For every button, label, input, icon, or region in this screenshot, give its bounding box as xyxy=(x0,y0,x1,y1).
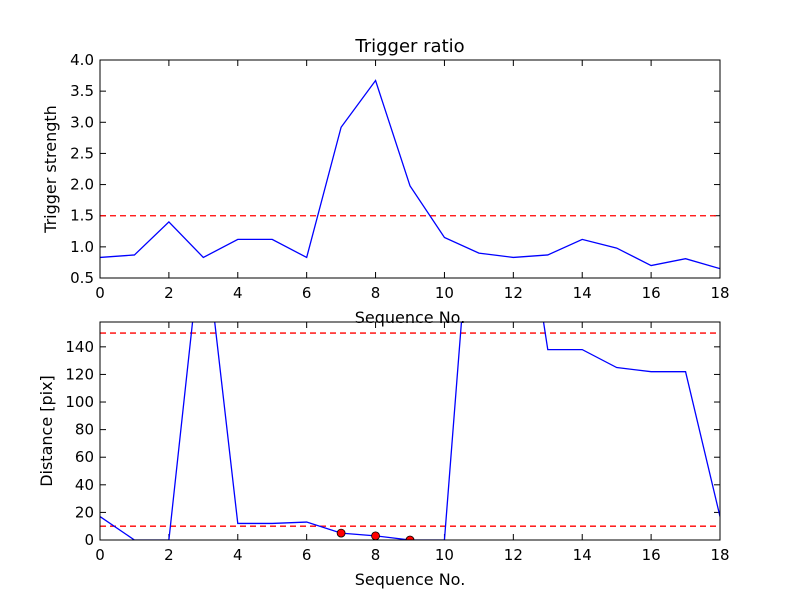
y-tick-label: 140 xyxy=(65,338,94,356)
bottom-ticks: 0 2 4 6 8 10 12 14 16 18 0 20 40 60 80 100 120 140 xyxy=(65,322,730,564)
top-plot-area xyxy=(100,79,720,270)
bottom-threshold-lines xyxy=(100,332,720,527)
bottom-panel: Distance [pix] Sequence No. 0 2 4 6 8 10 12 14 1… xyxy=(37,321,730,589)
x-tick-label: 14 xyxy=(573,284,592,302)
y-tick-label: 2.5 xyxy=(70,144,94,162)
y-tick-label: 60 xyxy=(75,448,94,466)
x-tick-label: 14 xyxy=(573,546,592,564)
x-tick-label: 16 xyxy=(642,284,661,302)
y-tick-label: 0 xyxy=(84,531,94,549)
bottom-markers xyxy=(336,528,415,540)
bottom-series-line xyxy=(100,322,720,540)
top-series-line xyxy=(100,79,720,270)
x-tick-label: 0 xyxy=(95,284,105,302)
x-tick-label: 8 xyxy=(371,546,381,564)
y-tick-label: 120 xyxy=(65,365,94,383)
x-tick-label: 4 xyxy=(233,546,243,564)
y-tick-label: 2.0 xyxy=(70,176,94,194)
top-ticks: 0 2 4 6 8 10 12 14 16 18 0.5 1.0 1.5 2.0 2.5 3.0 3.5 4.0 xyxy=(70,51,729,302)
bottom-x-axis-label: Sequence No. xyxy=(355,570,466,589)
data-marker xyxy=(371,531,380,540)
top-panel: Trigger ratio Trigger strength Sequence … xyxy=(41,36,730,327)
x-tick-label: 0 xyxy=(95,546,105,564)
y-tick-label: 80 xyxy=(75,421,94,439)
y-tick-label: 3.0 xyxy=(70,113,94,131)
top-chart-title: Trigger ratio xyxy=(354,36,464,57)
top-x-axis-label: Sequence No. xyxy=(355,308,466,327)
x-tick-label: 10 xyxy=(435,284,454,302)
x-tick-label: 10 xyxy=(435,546,454,564)
y-tick-label: 20 xyxy=(75,503,94,521)
top-axes-frame xyxy=(99,59,721,279)
x-tick-label: 2 xyxy=(164,284,174,302)
data-marker xyxy=(405,535,415,540)
data-marker xyxy=(336,528,346,538)
y-tick-label: 4.0 xyxy=(70,51,94,69)
top-y-axis-label: Trigger strength xyxy=(41,105,60,234)
x-tick-label: 6 xyxy=(302,546,312,564)
x-tick-label: 12 xyxy=(504,546,523,564)
bottom-y-axis-label: Distance [pix] xyxy=(37,375,56,487)
y-tick-label: 0.5 xyxy=(70,269,94,287)
x-tick-label: 16 xyxy=(642,546,661,564)
y-tick-label: 1.5 xyxy=(70,207,94,225)
x-tick-label: 18 xyxy=(710,284,729,302)
x-tick-label: 12 xyxy=(504,284,523,302)
bottom-axes-frame xyxy=(99,321,721,541)
y-tick-label: 3.5 xyxy=(70,82,94,100)
x-tick-label: 8 xyxy=(371,284,381,302)
x-tick-label: 2 xyxy=(164,546,174,564)
y-tick-label: 40 xyxy=(75,476,94,494)
y-tick-label: 100 xyxy=(65,393,94,411)
x-tick-label: 6 xyxy=(302,284,312,302)
x-tick-label: 18 xyxy=(710,546,729,564)
y-tick-label: 1.0 xyxy=(70,238,94,256)
x-tick-label: 4 xyxy=(233,284,243,302)
bottom-plot-area xyxy=(100,322,720,540)
